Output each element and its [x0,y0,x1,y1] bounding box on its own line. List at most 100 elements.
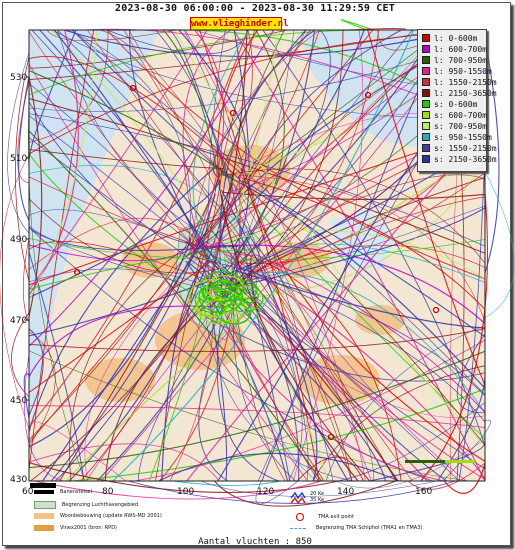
runway-swatch [34,490,54,494]
flight-track [71,29,486,395]
flight-track [28,29,275,347]
flight-track [241,180,486,338]
flight-track [28,331,56,447]
flight-track [228,176,486,290]
flight-track [28,148,225,170]
flight-track [212,29,307,178]
flight-track [28,130,322,482]
legend-swatch [422,111,430,119]
flight-track [241,177,486,310]
flight-track [28,421,126,482]
altitude-legend: l: 0-600m l: 600-700m l: 700-950m l: 950… [417,29,497,172]
flight-track [28,153,207,304]
key-tma-boundary: Begrenzing TMA Schiphol (TMA1 en TMA3) [290,525,422,531]
flight-track [28,305,228,378]
flight-track [338,402,486,482]
flight-track [28,328,44,416]
flight-tracks [0,19,515,507]
y-tick-label: 430 [10,475,27,485]
flight-track [240,168,486,462]
x-tick-label: 120 [257,487,274,497]
key-airport-boundary: Begrenzing Luchthavengebied [34,501,138,509]
flight-track [28,164,218,432]
key-runway: Banenstelsel [34,489,92,495]
legend-swatch [422,133,430,141]
flight-track [18,76,30,221]
flight-track [234,172,486,265]
legend-item: l: 2150-3650m [422,88,497,98]
y-tick-label: 510 [10,154,27,164]
flight-track [221,191,486,200]
flight-track [28,241,223,287]
flight-track [213,255,486,423]
flight-track [443,463,486,494]
flight-count: Aantal vluchten : 850 [198,537,312,547]
y-tick-label: 450 [10,396,27,406]
flight-track [219,29,315,301]
vinex-swatch [34,525,54,531]
flight-track [7,52,30,234]
tma-exit-icon [296,513,304,521]
flight-track [200,480,438,497]
flight-track [255,254,486,413]
flight-track [190,255,486,397]
y-tick-label: 490 [10,235,27,245]
key-vinex: Vinex2001 (bron: RPD) [34,525,117,531]
flight-track [28,115,460,482]
flight-track [159,176,241,482]
flight-track [186,128,486,482]
flight-track [220,189,318,482]
legend-swatch [422,144,430,152]
tma-exit-points [73,84,440,441]
flight-track [173,29,486,447]
flight-track [28,30,486,155]
flight-track [436,376,486,482]
x-tick-label: 60 [22,487,34,497]
flight-track [28,462,339,493]
flight-track [188,29,225,261]
flight-track [248,247,397,482]
y-tick-label: 470 [10,316,27,326]
flight-track [220,193,370,482]
flight-track [407,462,486,490]
flight-track [220,168,486,264]
flight-track [198,281,244,313]
flight-track [207,29,413,290]
flight-track [217,285,249,308]
flight-track [192,29,250,240]
flight-track [22,238,30,323]
legend-item: s: 1550-2150m [422,143,497,153]
flight-track [39,29,398,482]
x-tick-label: 140 [337,487,354,497]
flight-track [46,29,177,41]
flight-track [28,29,98,301]
flight-track [233,29,486,482]
flight-track [234,269,486,329]
flight-track [167,29,228,178]
flight-track [28,55,240,173]
flight-track [28,225,223,294]
flight-track [28,238,192,448]
legend-swatch [422,122,430,130]
flight-track [158,453,400,482]
legend-swatch [422,56,430,64]
flight-track [223,196,486,294]
legend-item: s: 950-1550m [422,132,492,142]
flight-track [420,192,489,482]
flight-track [155,29,232,192]
flight-track [63,29,462,57]
flight-track [227,174,486,322]
x-tick-label: 100 [177,487,194,497]
flight-track [28,29,95,471]
flight-track [212,240,486,480]
flight-track [254,272,486,413]
flight-track [232,182,309,482]
flight-track [212,29,312,259]
flight-track [28,137,486,470]
flight-track [15,56,30,282]
flight-track [207,29,226,299]
legend-swatch [422,67,430,75]
flight-track [96,245,237,482]
legend-swatch [422,155,430,163]
flight-track [28,238,486,261]
